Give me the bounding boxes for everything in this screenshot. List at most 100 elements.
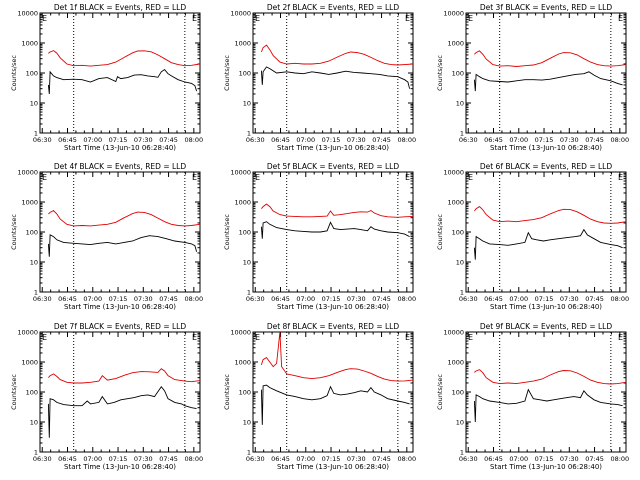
plot-frame xyxy=(39,171,201,293)
corner-marker-right: E xyxy=(618,173,623,182)
y-tick-label: 1000 xyxy=(447,359,464,367)
series-line-events xyxy=(260,66,411,89)
y-tick-label: 10000 xyxy=(443,10,464,18)
x-tick-label: 06:30 xyxy=(33,295,52,303)
chart-title: Det 6f BLACK = Events, RED = LLD xyxy=(480,162,613,171)
x-tick-label: 06:30 xyxy=(459,136,478,144)
y-tick-label: 10000 xyxy=(443,329,464,337)
x-axis-label: Start Time (13-Jun-10 06:28:40) xyxy=(277,303,389,311)
corner-marker-right: E xyxy=(405,14,410,23)
series-line-lld xyxy=(48,50,200,67)
x-tick-label: 07:45 xyxy=(372,136,391,144)
x-axis-label: Start Time (13-Jun-10 06:28:40) xyxy=(490,463,602,471)
x-tick-label: 07:45 xyxy=(159,295,178,303)
y-tick-label: 10000 xyxy=(230,169,251,177)
x-tick-label: 08:00 xyxy=(184,455,203,463)
y-tick-label: 1000 xyxy=(234,40,251,48)
corner-marker-left: E xyxy=(255,173,260,182)
y-tick-label: 100 xyxy=(452,389,464,397)
x-tick-label: 07:45 xyxy=(372,295,391,303)
y-tick-label: 10000 xyxy=(230,329,251,337)
series-line-lld xyxy=(260,332,413,382)
y-tick-label: 1 xyxy=(247,449,251,457)
series-line-events xyxy=(473,388,623,423)
x-tick-label: 08:00 xyxy=(184,136,203,144)
y-tick-label: 100 xyxy=(452,70,464,78)
y-axis-label: Counts/sec xyxy=(10,214,18,250)
chart-title: Det 5f BLACK = Events, RED = LLD xyxy=(267,162,400,171)
y-axis-label: Counts/sec xyxy=(436,214,444,250)
x-tick-label: 07:00 xyxy=(296,455,315,463)
plot-frame xyxy=(465,171,627,293)
x-axis-label: Start Time (13-Jun-10 06:28:40) xyxy=(277,144,389,152)
x-tick-label: 06:45 xyxy=(484,455,503,463)
x-tick-label: 07:45 xyxy=(585,455,604,463)
y-tick-label: 100 xyxy=(239,70,251,78)
x-tick-label: 06:45 xyxy=(271,455,290,463)
y-axis-label: Counts/sec xyxy=(223,374,231,410)
x-tick-label: 06:45 xyxy=(271,295,290,303)
corner-marker-left: E xyxy=(468,333,473,342)
x-tick-label: 07:00 xyxy=(83,295,102,303)
y-tick-label: 10000 xyxy=(443,169,464,177)
chart-panel-4: Det 4f BLACK = Events, RED = LLD 1 10 100 10… xyxy=(10,162,203,311)
y-tick-label: 1 xyxy=(460,449,464,457)
chart-panel-1: Det 1f BLACK = Events, RED = LLD 1 10 100 10… xyxy=(10,3,203,152)
y-tick-label: 10000 xyxy=(17,10,38,18)
y-tick-label: 1 xyxy=(247,289,251,297)
x-tick-label: 06:30 xyxy=(246,455,265,463)
x-tick-label: 07:00 xyxy=(296,136,315,144)
chart-title: Det 3f BLACK = Events, RED = LLD xyxy=(480,3,613,12)
y-axis-label: Counts/sec xyxy=(436,374,444,410)
corner-marker-left: E xyxy=(42,173,47,182)
y-axis-label: Counts/sec xyxy=(223,214,231,250)
y-tick-label: 1000 xyxy=(21,199,38,207)
y-axis-label: Counts/sec xyxy=(10,374,18,410)
x-tick-label: 06:30 xyxy=(459,295,478,303)
corner-marker-right: E xyxy=(618,14,623,23)
chart-title: Det 4f BLACK = Events, RED = LLD xyxy=(54,162,187,171)
x-tick-label: 06:30 xyxy=(33,455,52,463)
chart-panel-5: Det 5f BLACK = Events, RED = LLD 1 10 100 10… xyxy=(223,162,416,311)
x-tick-label: 07:30 xyxy=(134,455,153,463)
x-tick-label: 07:45 xyxy=(159,455,178,463)
y-tick-label: 10 xyxy=(243,100,251,108)
corner-marker-right: E xyxy=(405,333,410,342)
x-tick-label: 07:15 xyxy=(109,455,128,463)
x-tick-label: 08:00 xyxy=(397,295,416,303)
x-tick-label: 07:45 xyxy=(585,295,604,303)
y-tick-label: 1000 xyxy=(234,199,251,207)
chart-panel-2: Det 2f BLACK = Events, RED = LLD 1 10 100 10… xyxy=(223,3,416,152)
series-line-events xyxy=(47,69,198,95)
series-line-lld xyxy=(474,369,626,385)
x-axis-label: Start Time (13-Jun-10 06:28:40) xyxy=(64,463,176,471)
corner-marker-left: E xyxy=(255,14,260,23)
corner-marker-right: E xyxy=(192,14,197,23)
y-axis-label: Counts/sec xyxy=(223,55,231,91)
y-tick-label: 10 xyxy=(30,419,38,427)
y-tick-label: 100 xyxy=(239,389,251,397)
y-tick-label: 10000 xyxy=(17,169,38,177)
corner-marker-left: E xyxy=(42,333,47,342)
x-tick-label: 06:45 xyxy=(58,295,77,303)
chart-panel-9: Det 9f BLACK = Events, RED = LLD 1 10 100 10… xyxy=(436,322,629,471)
series-line-events xyxy=(47,234,198,257)
plot-frame xyxy=(465,331,627,453)
x-axis-label: Start Time (13-Jun-10 06:28:40) xyxy=(64,303,176,311)
series-line-lld xyxy=(261,203,413,218)
x-tick-label: 07:45 xyxy=(372,455,391,463)
y-tick-label: 1000 xyxy=(447,199,464,207)
x-tick-label: 07:30 xyxy=(560,455,579,463)
x-tick-label: 06:45 xyxy=(58,455,77,463)
corner-marker-left: E xyxy=(468,173,473,182)
x-tick-label: 07:30 xyxy=(560,295,579,303)
x-tick-label: 07:15 xyxy=(535,455,554,463)
y-tick-label: 100 xyxy=(452,229,464,237)
x-tick-label: 07:30 xyxy=(134,295,153,303)
x-tick-label: 07:15 xyxy=(109,295,128,303)
x-tick-label: 07:15 xyxy=(322,295,341,303)
x-axis-label: Start Time (13-Jun-10 06:28:40) xyxy=(490,144,602,152)
y-tick-label: 100 xyxy=(26,229,38,237)
y-tick-label: 1 xyxy=(34,130,38,138)
corner-marker-left: E xyxy=(468,14,473,23)
